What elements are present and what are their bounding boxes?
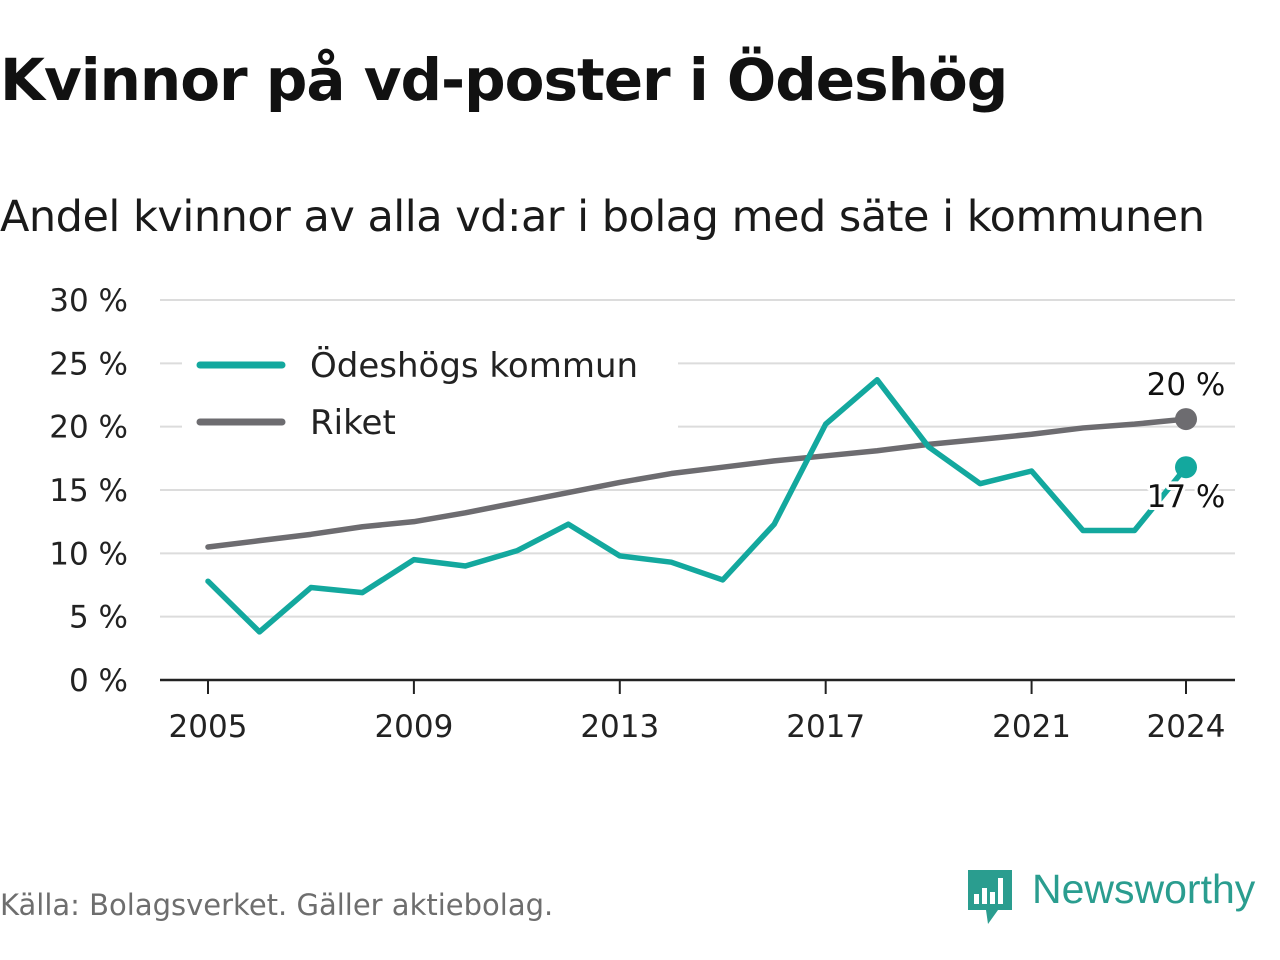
end-point — [1175, 456, 1197, 479]
series-line — [205, 377, 1189, 635]
x-tick-label: 2024 — [1147, 709, 1226, 745]
y-tick-label: 20 % — [49, 410, 128, 446]
chart-title: Kvinnor på vd-poster i Ödeshög — [0, 46, 1008, 114]
brand-logo: Newsworthy — [962, 862, 1280, 932]
end-value-label: 17 % — [1147, 479, 1226, 515]
y-tick-label: 10 % — [49, 536, 128, 572]
x-tick-label: 2021 — [992, 709, 1071, 745]
y-axis-tick-labels: 0 % 5 % 10 % 15 % 20 % 25 % 30 % — [49, 283, 128, 699]
y-tick-label: 25 % — [49, 346, 128, 382]
y-tick-label: 5 % — [69, 600, 128, 636]
legend: Ödeshögs kommun Riket — [182, 330, 678, 460]
series-line — [205, 416, 1189, 550]
end-point — [1175, 408, 1197, 431]
x-tick-label: 2005 — [169, 709, 248, 745]
chart-subtitle: Andel kvinnor av alla vd:ar i bolag med … — [0, 192, 1205, 242]
end-value-label: 20 % — [1147, 367, 1226, 403]
end-labels: 20 % 17 % — [1144, 364, 1229, 518]
source-note: Källa: Bolagsverket. Gäller aktiebolag. — [0, 888, 554, 922]
newsworthy-logo-icon — [968, 870, 1012, 924]
series-lines — [205, 377, 1197, 635]
y-tick-label: 0 % — [69, 663, 128, 699]
legend-label: Ödeshögs kommun — [310, 345, 638, 386]
line-chart: 0 %5 %10 %15 %20 %25 %30 % 2005 2009 2013 2… — [49, 283, 1235, 745]
x-tick-label: 2017 — [786, 709, 865, 745]
y-tick-label: 15 % — [49, 473, 128, 509]
legend-background — [182, 330, 678, 460]
brand-name: Newsworthy — [1032, 866, 1256, 912]
x-tick-label: 2009 — [374, 709, 453, 745]
x-tick-label: 2013 — [580, 709, 659, 745]
x-axis: 2005 2009 2013 2017 2021 2024 — [160, 678, 1235, 745]
y-tick-label: 30 % — [49, 283, 128, 319]
legend-label: Riket — [310, 403, 396, 443]
